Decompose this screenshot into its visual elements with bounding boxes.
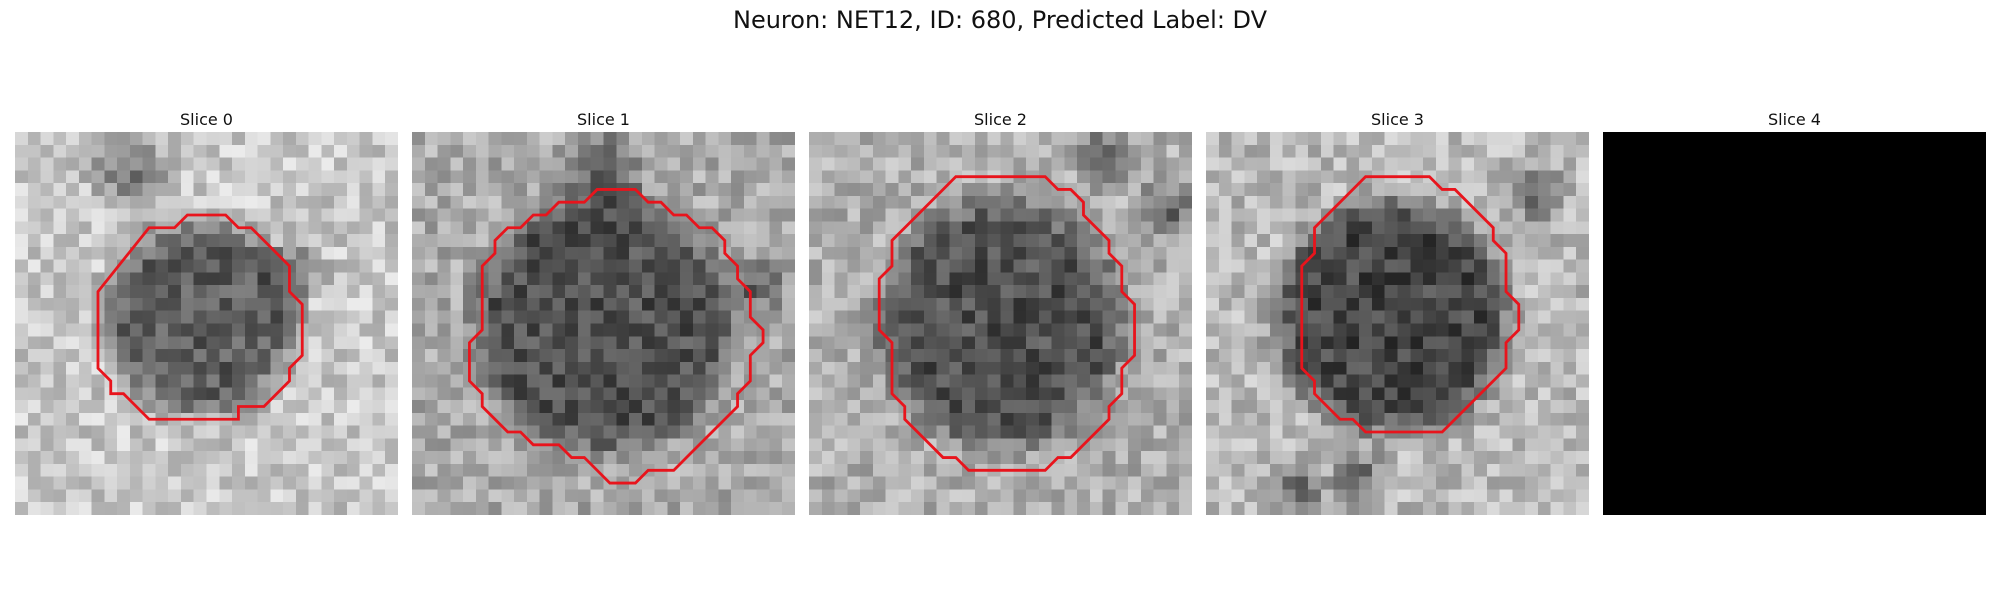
roi-contour xyxy=(468,188,765,485)
slice-image-4 xyxy=(1603,132,1986,515)
slice-panel-3: Slice 3 xyxy=(1206,110,1589,515)
pixel-grid xyxy=(1206,132,1589,515)
pixel-grid xyxy=(412,132,795,515)
slice-image-1 xyxy=(412,132,795,515)
pixel-grid xyxy=(809,132,1192,515)
slice-image-2 xyxy=(809,132,1192,515)
roi-contour xyxy=(1300,175,1521,434)
figure-title: Neuron: NET12, ID: 680, Predicted Label:… xyxy=(732,6,1268,34)
slice-panel-0: Slice 0 xyxy=(15,110,398,515)
slice-title: Slice 0 xyxy=(180,110,233,129)
pixel-grid xyxy=(15,132,398,515)
slice-title: Slice 2 xyxy=(974,110,1027,129)
slice-image-3 xyxy=(1206,132,1589,515)
roi-contour xyxy=(877,175,1136,472)
slice-image-0 xyxy=(15,132,398,515)
slice-title: Slice 3 xyxy=(1371,110,1424,129)
slice-panel-1: Slice 1 xyxy=(412,110,795,515)
roi-contour xyxy=(96,213,304,421)
empty-slice-fill xyxy=(1603,132,1986,515)
slice-panel-4: Slice 4 xyxy=(1603,110,1986,515)
slice-title: Slice 1 xyxy=(577,110,630,129)
slice-panel-2: Slice 2 xyxy=(809,110,1192,515)
slice-title: Slice 4 xyxy=(1768,110,1821,129)
